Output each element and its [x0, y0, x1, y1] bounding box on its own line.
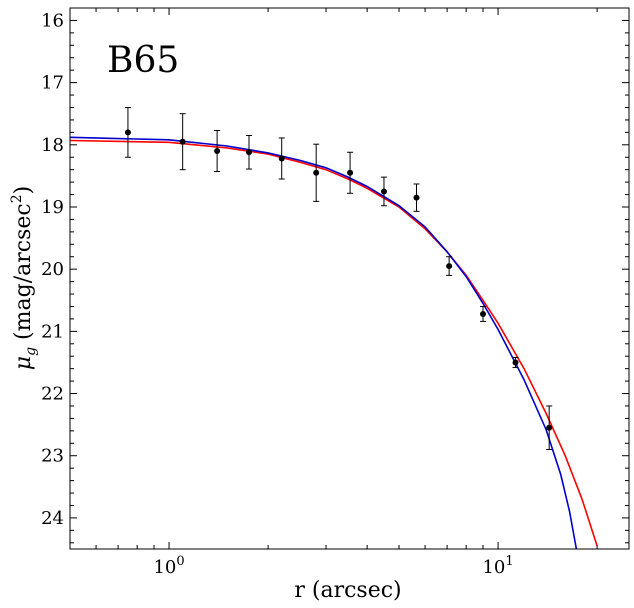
plot-lines-layer	[70, 136, 598, 549]
data-point	[546, 424, 553, 431]
y-tick-label: 18	[41, 135, 64, 156]
y-axis-label: μg (mag/arcsec2)	[9, 186, 39, 370]
data-point	[413, 194, 420, 201]
y-tick-label: 24	[41, 508, 64, 529]
plot-frame	[69, 7, 630, 550]
ticks-layer: 16 17 18 19 20 21 22 23 24 100 101	[41, 7, 629, 578]
data-point	[380, 188, 387, 195]
data-point	[214, 148, 221, 155]
data-point	[512, 359, 519, 366]
x-tick-label: 101	[482, 554, 513, 578]
data-point	[278, 155, 285, 162]
data-point	[480, 310, 487, 317]
y-tick-label: 22	[41, 384, 64, 405]
data-point	[446, 263, 453, 270]
x-axis-label: r (arcsec)	[294, 578, 401, 603]
y-tick-label: 16	[41, 10, 64, 31]
x-tick-label: 100	[153, 554, 184, 578]
data-points-layer	[124, 106, 553, 451]
model-curve-1	[70, 139, 598, 547]
data-point	[179, 138, 186, 145]
model-curve-2	[70, 136, 578, 549]
data-point	[347, 169, 354, 176]
data-point	[313, 169, 320, 176]
data-point	[246, 149, 253, 156]
y-tick-label: 20	[41, 259, 64, 280]
y-tick-label: 23	[41, 446, 64, 467]
data-point	[124, 129, 131, 136]
y-tick-label: 17	[41, 73, 64, 94]
chart-annotation: B65	[107, 40, 179, 81]
y-tick-label: 19	[41, 197, 64, 218]
y-tick-label: 21	[41, 321, 64, 342]
